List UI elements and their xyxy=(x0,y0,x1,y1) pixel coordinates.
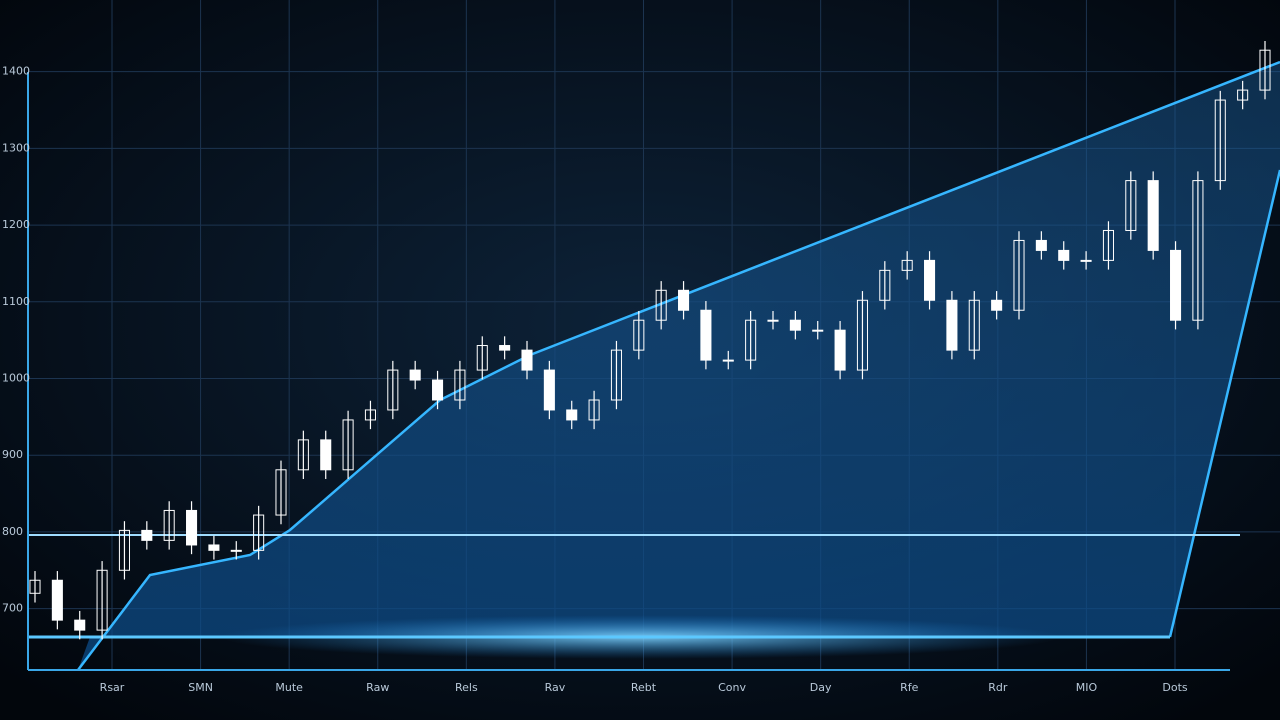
candle-body xyxy=(1058,249,1070,261)
candle-body xyxy=(163,509,175,541)
x-tick-label: Conv xyxy=(718,681,746,694)
y-tick-label: 800 xyxy=(2,525,23,538)
candle-body xyxy=(1237,89,1249,101)
x-tick-label: SMN xyxy=(188,681,213,694)
candle-body xyxy=(745,319,757,361)
candle-body xyxy=(1035,239,1047,251)
candle-body xyxy=(74,619,86,631)
y-tick-label: 1300 xyxy=(2,141,30,154)
candle-body xyxy=(834,329,846,371)
candle-body xyxy=(320,439,332,471)
x-tick-label: Rebt xyxy=(631,681,657,694)
candles xyxy=(29,41,1271,640)
candle-body xyxy=(946,299,958,351)
candle-body xyxy=(51,579,63,621)
candle-body xyxy=(767,319,779,322)
y-tick-label: 700 xyxy=(2,602,23,615)
candle-body xyxy=(1013,239,1025,311)
candle-body xyxy=(722,359,734,362)
candle-body xyxy=(521,349,533,371)
candle-body xyxy=(879,269,891,301)
candle-body xyxy=(141,529,153,541)
candle-body xyxy=(924,259,936,301)
candle-body xyxy=(633,319,645,351)
candle-body xyxy=(856,299,868,371)
candle-body xyxy=(208,544,220,551)
x-tick-label: Dots xyxy=(1162,681,1188,694)
x-tick-label: Mute xyxy=(275,681,303,694)
candle-body xyxy=(96,569,108,631)
candle-body xyxy=(566,409,578,421)
candle-body xyxy=(387,369,399,411)
candle-body xyxy=(1080,259,1092,262)
candle-body xyxy=(476,345,488,371)
candle-body xyxy=(1192,180,1204,321)
candle-body xyxy=(275,469,287,516)
candle-body xyxy=(454,369,466,401)
x-tick-label: MIO xyxy=(1076,681,1098,694)
candle-body xyxy=(1170,249,1182,321)
candle-body xyxy=(543,369,555,411)
x-tick-label: Raw xyxy=(366,681,389,694)
x-tick-label: Rsar xyxy=(100,681,125,694)
y-tick-label: 1000 xyxy=(2,372,30,385)
y-tick-label: 1400 xyxy=(2,65,30,78)
candle-body xyxy=(1102,229,1114,261)
candle-body xyxy=(991,299,1003,311)
x-tick-label: Rfe xyxy=(900,681,919,694)
trend-line xyxy=(1168,169,1280,638)
candle-body xyxy=(186,509,198,546)
y-tick-label: 1200 xyxy=(2,218,30,231)
candle-body xyxy=(901,259,913,271)
y-tick-label: 1100 xyxy=(2,295,30,308)
x-tick-label: Day xyxy=(810,681,832,694)
candle-body xyxy=(409,369,421,381)
candle-body xyxy=(968,299,980,351)
candle-body xyxy=(230,549,242,552)
candle-body xyxy=(297,439,309,471)
candle-body xyxy=(342,419,354,471)
x-tick-label: Rels xyxy=(455,681,478,694)
candle-body xyxy=(1125,180,1137,231)
candle-body xyxy=(499,345,511,351)
candle-body xyxy=(29,579,41,594)
candle-body xyxy=(1259,49,1271,91)
candle-body xyxy=(253,514,265,551)
candle-body xyxy=(655,289,667,321)
candle-body xyxy=(118,529,130,571)
candle-body xyxy=(789,319,801,331)
candle-body xyxy=(610,349,622,401)
candle-body xyxy=(432,379,444,401)
candle-body xyxy=(678,289,690,311)
candle-body xyxy=(1147,180,1159,251)
x-tick-label: Rdr xyxy=(988,681,1008,694)
trend-area xyxy=(78,62,1280,670)
candle-body xyxy=(588,399,600,421)
candle-body xyxy=(1214,99,1226,182)
candle-body xyxy=(700,309,712,361)
candle-body xyxy=(812,329,824,332)
x-tick-label: Rav xyxy=(545,681,566,694)
candle-body xyxy=(364,409,376,421)
y-tick-label: 900 xyxy=(2,448,23,461)
